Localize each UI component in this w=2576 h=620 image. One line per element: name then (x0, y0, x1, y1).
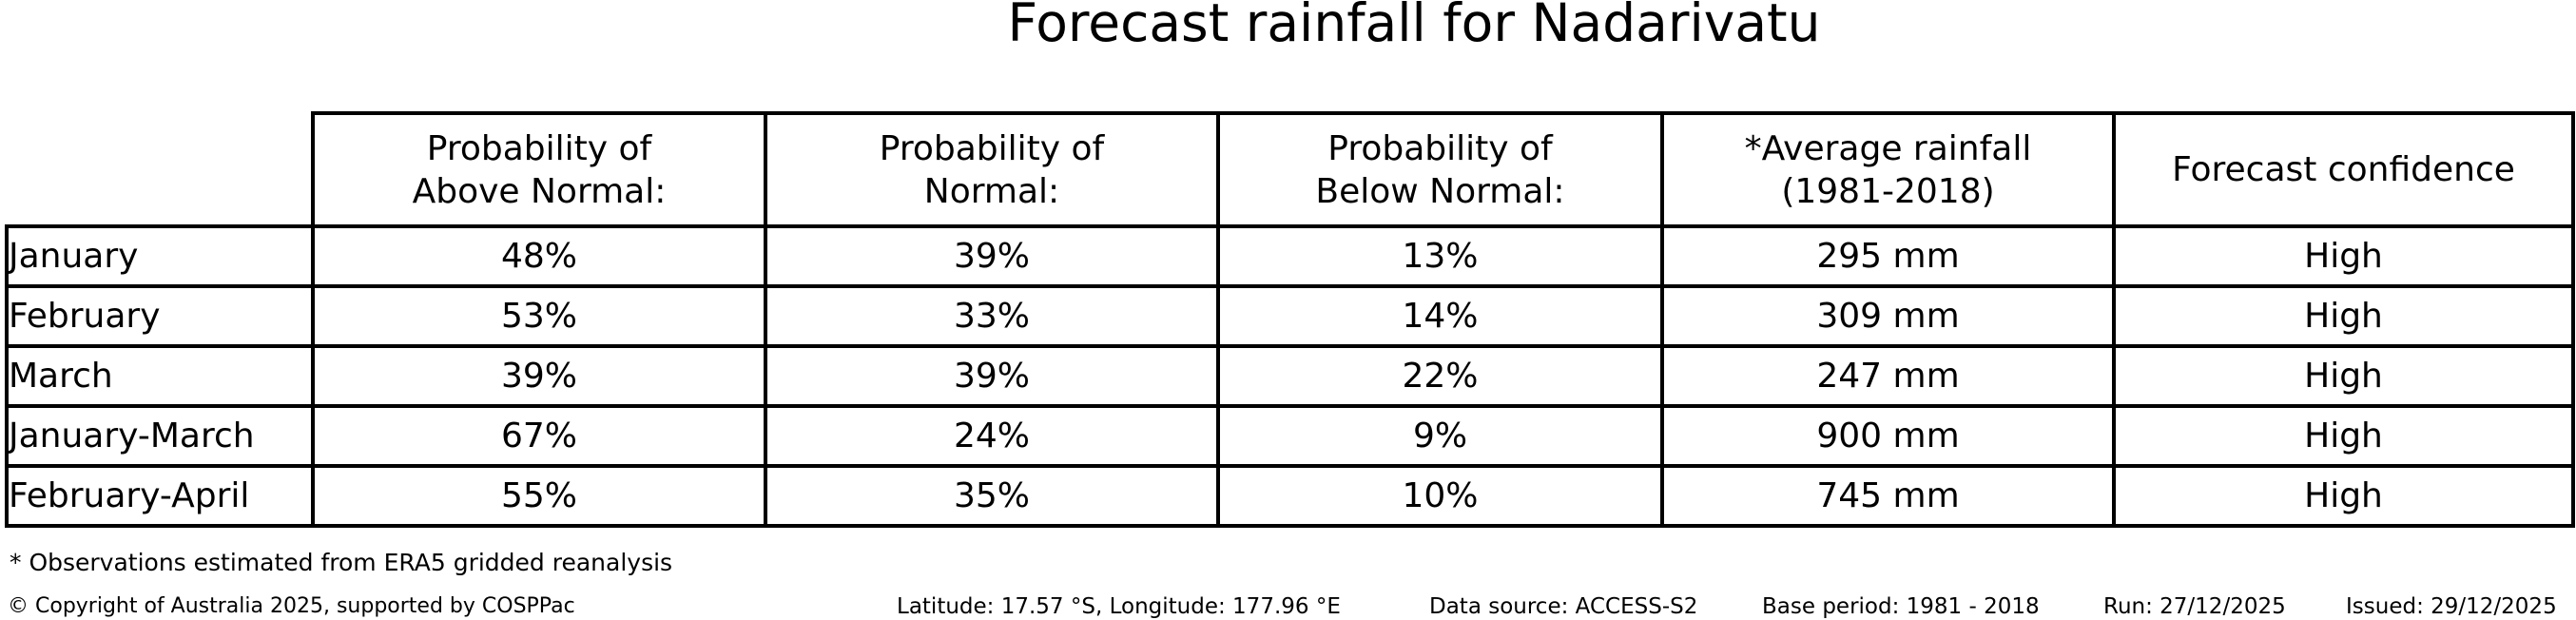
cell-prob-below: 14% (1216, 284, 1664, 348)
table-header: Probability of Above Normal: Probability… (7, 111, 2575, 228)
header-forecast-confidence: Forecast confidence (2112, 111, 2575, 228)
footer-run-date: Run: 27/12/2025 (2103, 594, 2286, 619)
header-row: Probability of Above Normal: Probability… (7, 111, 2575, 228)
footer-data-source: Data source: ACCESS-S2 (1429, 594, 1698, 619)
cell-average-rainfall: 309 mm (1660, 284, 2116, 348)
cell-prob-normal: 35% (764, 464, 1220, 528)
header-corner-empty (7, 113, 313, 226)
cell-prob-below: 10% (1216, 464, 1664, 528)
header-prob-below-normal: Probability of Below Normal: (1216, 111, 1664, 228)
table-row-january: January 48% 39% 13% 295 mm High (5, 224, 2575, 288)
forecast-table: Probability of Above Normal: Probability… (5, 111, 2575, 528)
cell-prob-above: 48% (311, 224, 767, 288)
cell-prob-below: 13% (1216, 224, 1664, 288)
table-row-march: March 39% 39% 22% 247 mm High (5, 344, 2575, 408)
cell-prob-above: 55% (311, 464, 767, 528)
footer-base-period: Base period: 1981 - 2018 (1762, 594, 2040, 619)
cell-prob-normal: 39% (764, 224, 1220, 288)
cell-average-rainfall: 900 mm (1660, 404, 2116, 468)
cell-prob-below: 22% (1216, 344, 1664, 408)
table-body: January 48% 39% 13% 295 mm High February… (5, 224, 2575, 528)
cell-forecast-confidence: High (2112, 404, 2575, 468)
cell-forecast-confidence: High (2112, 224, 2575, 288)
row-label: March (5, 344, 315, 408)
table-row-february: February 53% 33% 14% 309 mm High (5, 284, 2575, 348)
cell-average-rainfall: 247 mm (1660, 344, 2116, 408)
cell-forecast-confidence: High (2112, 464, 2575, 528)
row-label: February-April (5, 464, 315, 528)
cell-prob-above: 53% (311, 284, 767, 348)
cell-prob-normal: 33% (764, 284, 1220, 348)
header-prob-normal: Probability of Normal: (764, 111, 1220, 228)
cell-prob-normal: 24% (764, 404, 1220, 468)
cell-prob-normal: 39% (764, 344, 1220, 408)
footer-copyright: © Copyright of Australia 2025, supported… (8, 594, 575, 618)
row-label: January (5, 224, 315, 288)
cell-prob-above: 39% (311, 344, 767, 408)
footer-issued-date: Issued: 29/12/2025 (2346, 594, 2557, 619)
table-row-february-april: February-April 55% 35% 10% 745 mm High (5, 464, 2575, 528)
row-label: January-March (5, 404, 315, 468)
footer-latitude-longitude: Latitude: 17.57 °S, Longitude: 177.96 °E (897, 594, 1341, 619)
header-average-rainfall: *Average rainfall (1981-2018) (1660, 111, 2116, 228)
cell-average-rainfall: 295 mm (1660, 224, 2116, 288)
table-row-january-march: January-March 67% 24% 9% 900 mm High (5, 404, 2575, 468)
cell-average-rainfall: 745 mm (1660, 464, 2116, 528)
observations-footnote: * Observations estimated from ERA5 gridd… (10, 549, 673, 576)
cell-prob-above: 67% (311, 404, 767, 468)
row-label: February (5, 284, 315, 348)
cell-forecast-confidence: High (2112, 284, 2575, 348)
header-prob-above-normal: Probability of Above Normal: (311, 111, 767, 228)
cell-prob-below: 9% (1216, 404, 1664, 468)
cell-forecast-confidence: High (2112, 344, 2575, 408)
page-title: Forecast rainfall for Nadarivatu (1007, 0, 1821, 53)
